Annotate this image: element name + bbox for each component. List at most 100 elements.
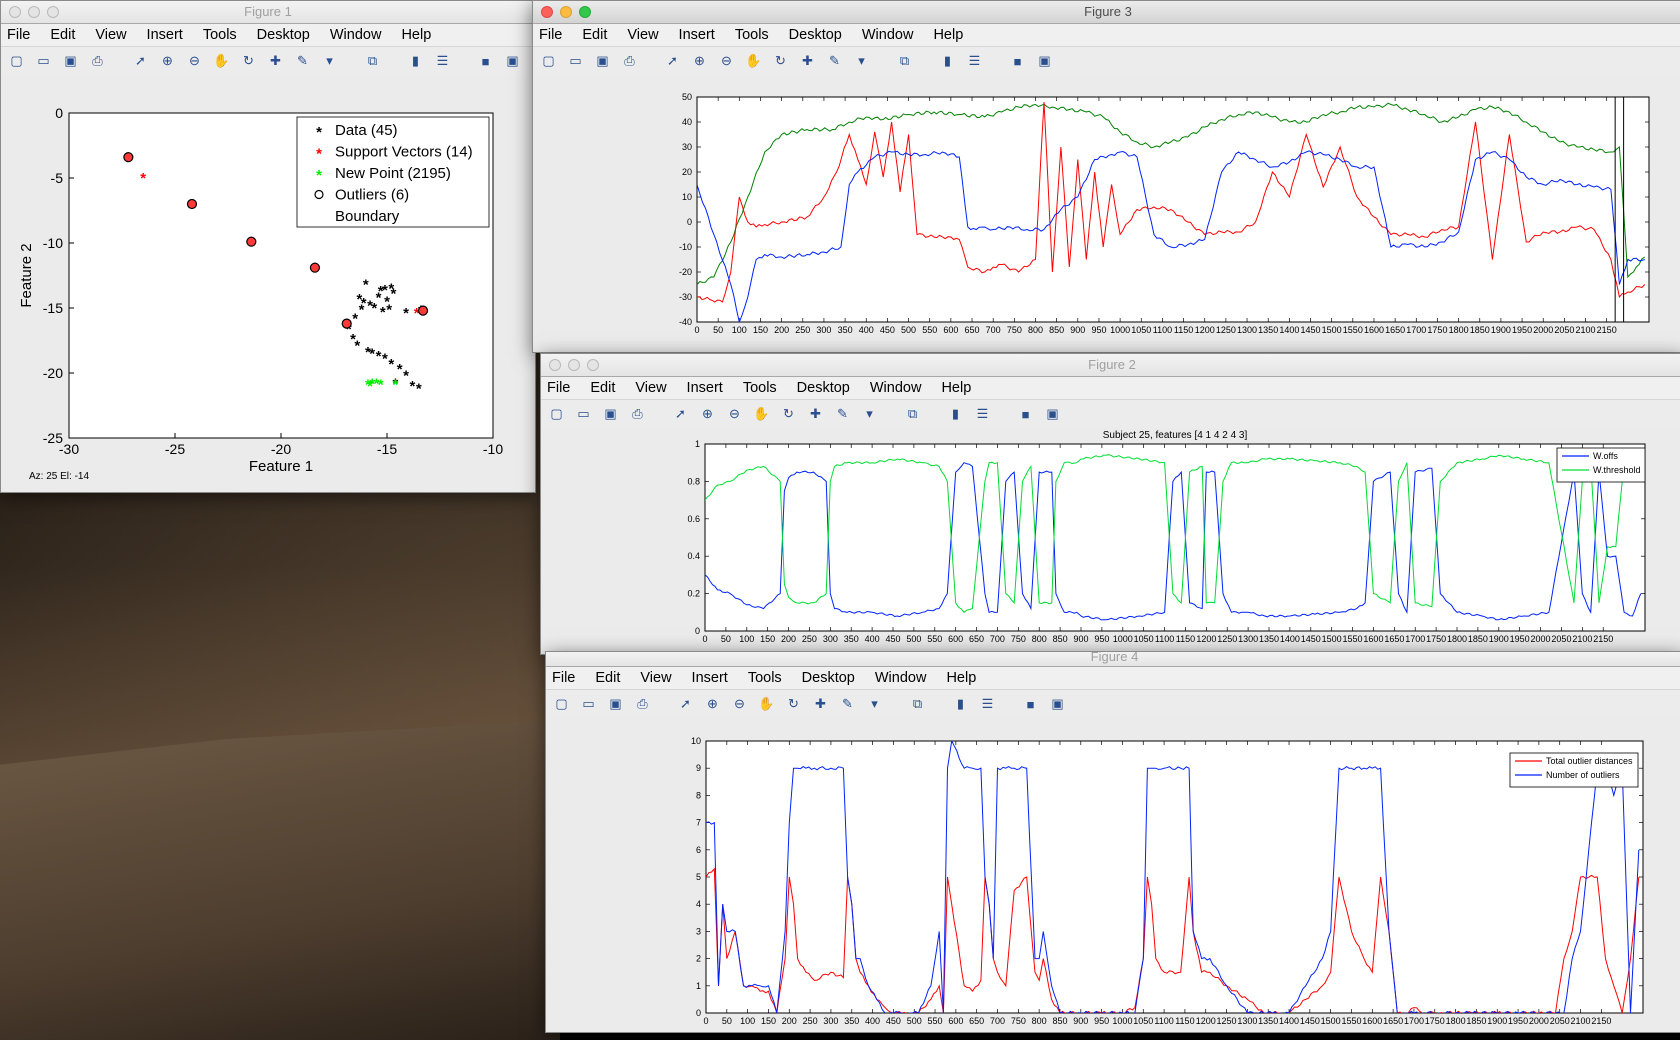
menu-desktop[interactable]: Desktop xyxy=(801,670,855,686)
new-file-icon[interactable]: ▢ xyxy=(542,53,555,68)
new-file-icon[interactable]: ▢ xyxy=(550,406,563,421)
menu-file[interactable]: File xyxy=(552,670,576,686)
data-cursor-icon[interactable]: ✚ xyxy=(815,696,826,711)
legend-icon[interactable]: ☰ xyxy=(968,53,981,68)
menu-tools[interactable]: Tools xyxy=(742,380,777,396)
menu-help[interactable]: Help xyxy=(401,27,432,43)
print-icon[interactable]: ⎙ xyxy=(624,53,635,68)
figure3-titlebar[interactable]: Figure 3 xyxy=(533,1,1680,24)
menu-window[interactable]: Window xyxy=(874,670,927,686)
menu-file[interactable]: File xyxy=(547,380,571,396)
zoom-in-icon[interactable]: ⊕ xyxy=(694,53,705,68)
menu-window[interactable]: Window xyxy=(869,380,922,396)
dropdown-arrow-icon[interactable]: ▾ xyxy=(858,53,865,68)
menu-file[interactable]: File xyxy=(539,27,563,43)
menu-view[interactable]: View xyxy=(635,380,667,396)
save-icon[interactable]: ▣ xyxy=(596,53,609,68)
save-icon[interactable]: ▣ xyxy=(609,696,622,711)
brush-icon[interactable]: ✎ xyxy=(829,53,840,68)
zoom-button[interactable] xyxy=(47,6,59,18)
minimize-button[interactable] xyxy=(560,6,572,18)
menu-file[interactable]: File xyxy=(7,27,31,43)
zoom-in-icon[interactable]: ⊕ xyxy=(707,696,718,711)
figure4-titlebar[interactable]: Figure 4 xyxy=(546,652,1680,667)
rotate-3d-icon[interactable]: ↻ xyxy=(788,696,799,711)
close-button[interactable] xyxy=(549,359,561,371)
zoom-out-icon[interactable]: ⊖ xyxy=(729,406,740,421)
colorbar-icon[interactable]: ▮ xyxy=(951,406,960,421)
dropdown-arrow-icon[interactable]: ▾ xyxy=(871,696,878,711)
menu-insert[interactable]: Insert xyxy=(691,670,728,686)
close-button[interactable] xyxy=(541,6,553,18)
figure2-titlebar[interactable]: Figure 2 xyxy=(541,354,1680,377)
rotate-3d-icon[interactable]: ↻ xyxy=(783,406,794,421)
menu-desktop[interactable]: Desktop xyxy=(796,380,850,396)
pointer-icon[interactable]: ➚ xyxy=(667,53,678,68)
zoom-button[interactable] xyxy=(579,6,591,18)
menu-view[interactable]: View xyxy=(627,27,659,43)
menu-desktop[interactable]: Desktop xyxy=(256,27,310,43)
pointer-icon[interactable]: ➚ xyxy=(675,406,686,421)
menu-help[interactable]: Help xyxy=(933,27,964,43)
menu-insert[interactable]: Insert xyxy=(146,27,183,43)
open-folder-icon[interactable]: ▭ xyxy=(569,53,582,68)
close-button[interactable] xyxy=(9,6,21,18)
menu-edit[interactable]: Edit xyxy=(590,380,616,396)
print-icon[interactable]: ⎙ xyxy=(92,53,103,68)
menu-window[interactable]: Window xyxy=(861,27,914,43)
menu-help[interactable]: Help xyxy=(941,380,972,396)
print-icon[interactable]: ⎙ xyxy=(637,696,648,711)
open-folder-icon[interactable]: ▭ xyxy=(582,696,595,711)
pointer-icon[interactable]: ➚ xyxy=(135,53,146,68)
colorbar-icon[interactable]: ▮ xyxy=(411,53,420,68)
menu-edit[interactable]: Edit xyxy=(582,27,608,43)
data-cursor-icon[interactable]: ✚ xyxy=(270,53,281,68)
legend-icon[interactable]: ☰ xyxy=(436,53,449,68)
show-plot-tools-icon[interactable]: ▣ xyxy=(1051,696,1064,711)
pan-hand-icon[interactable]: ✋ xyxy=(758,696,775,711)
pan-hand-icon[interactable]: ✋ xyxy=(753,406,770,421)
figure2-chart[interactable]: 0 50 100 150 200 250 300 350 400 450 500 550 600 650 7… xyxy=(541,428,1680,654)
legend-icon[interactable]: ☰ xyxy=(981,696,994,711)
pan-hand-icon[interactable]: ✋ xyxy=(213,53,230,68)
show-plot-tools-icon[interactable]: ▣ xyxy=(1046,406,1059,421)
menu-tools[interactable]: Tools xyxy=(734,27,769,43)
brush-icon[interactable]: ✎ xyxy=(842,696,853,711)
open-folder-icon[interactable]: ▭ xyxy=(577,406,590,421)
new-file-icon[interactable]: ▢ xyxy=(10,53,23,68)
dropdown-arrow-icon[interactable]: ▾ xyxy=(866,406,873,421)
pan-hand-icon[interactable]: ✋ xyxy=(745,53,762,68)
menu-view[interactable]: View xyxy=(95,27,127,43)
link-icon[interactable]: ⧉ xyxy=(912,696,923,711)
print-icon[interactable]: ⎙ xyxy=(632,406,643,421)
hide-plot-tools-icon[interactable]: ■ xyxy=(1026,696,1035,712)
save-icon[interactable]: ▣ xyxy=(64,53,77,68)
figure4-chart[interactable]: 0 50 100 150 200 250 300 350 400 450 500 550 600 650 7… xyxy=(546,718,1680,1032)
link-icon[interactable]: ⧉ xyxy=(367,53,378,68)
show-plot-tools-icon[interactable]: ▣ xyxy=(1038,53,1051,68)
zoom-button[interactable] xyxy=(587,359,599,371)
zoom-out-icon[interactable]: ⊖ xyxy=(721,53,732,68)
menu-tools[interactable]: Tools xyxy=(747,670,782,686)
menu-insert[interactable]: Insert xyxy=(678,27,715,43)
zoom-in-icon[interactable]: ⊕ xyxy=(162,53,173,68)
hide-plot-tools-icon[interactable]: ■ xyxy=(1021,406,1030,422)
legend-icon[interactable]: ☰ xyxy=(976,406,989,421)
colorbar-icon[interactable]: ▮ xyxy=(956,696,965,711)
brush-icon[interactable]: ✎ xyxy=(837,406,848,421)
menu-desktop[interactable]: Desktop xyxy=(788,27,842,43)
pointer-icon[interactable]: ➚ xyxy=(680,696,691,711)
rotate-3d-icon[interactable]: ↻ xyxy=(243,53,254,68)
show-plot-tools-icon[interactable]: ▣ xyxy=(506,53,519,68)
figure1-titlebar[interactable]: Figure 1 xyxy=(1,1,535,24)
menu-insert[interactable]: Insert xyxy=(686,380,723,396)
new-file-icon[interactable]: ▢ xyxy=(555,696,568,711)
hide-plot-tools-icon[interactable]: ■ xyxy=(1013,53,1022,69)
open-folder-icon[interactable]: ▭ xyxy=(37,53,50,68)
dropdown-arrow-icon[interactable]: ▾ xyxy=(326,53,333,68)
menu-tools[interactable]: Tools xyxy=(202,27,237,43)
menu-view[interactable]: View xyxy=(640,670,672,686)
zoom-in-icon[interactable]: ⊕ xyxy=(702,406,713,421)
link-icon[interactable]: ⧉ xyxy=(907,406,918,421)
